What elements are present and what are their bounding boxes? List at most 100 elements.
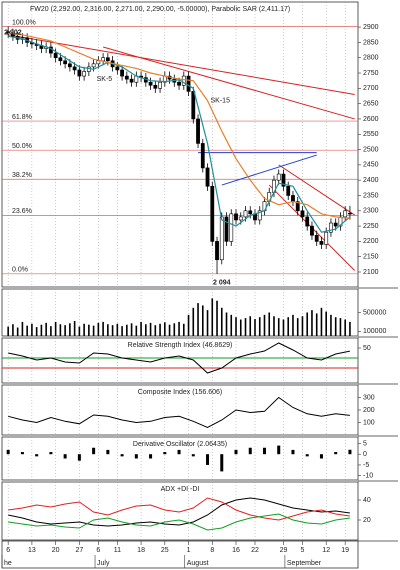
bar xyxy=(339,318,342,336)
candle-body xyxy=(210,185,215,242)
y-tick-label: 2650 xyxy=(363,100,379,107)
y-tick-label: 2100 xyxy=(363,269,379,276)
y-tick-label: 2600 xyxy=(363,116,379,123)
bar xyxy=(83,323,85,336)
y-tick-label: 500000 xyxy=(363,309,386,316)
panel-title: Composite Index (156.606) xyxy=(138,389,222,396)
candle-body xyxy=(348,212,352,215)
bar xyxy=(277,318,280,336)
y-tick-label: 5 xyxy=(363,440,367,447)
candle-body xyxy=(291,195,295,202)
candle-body xyxy=(115,66,120,71)
bar xyxy=(291,449,295,455)
bar xyxy=(187,314,190,336)
candle-body xyxy=(305,216,310,227)
x-tick-label: 25 xyxy=(161,547,169,554)
bar xyxy=(134,454,138,459)
bar xyxy=(325,311,327,336)
bar xyxy=(177,449,181,455)
candle-body xyxy=(158,81,162,89)
bar xyxy=(287,317,290,336)
candle-body xyxy=(196,118,200,144)
candle-body xyxy=(286,185,291,196)
bar xyxy=(7,326,9,336)
y-tick-label: 50 xyxy=(363,345,371,352)
trend-line xyxy=(221,154,317,186)
bar xyxy=(116,323,119,336)
candle-body xyxy=(329,222,333,233)
y-tick-label: 2400 xyxy=(363,177,379,184)
bar xyxy=(182,323,185,336)
y-tick-label: 2250 xyxy=(363,223,379,230)
candle-body xyxy=(257,210,262,221)
candle-body xyxy=(120,69,124,77)
extreme-label: 2 902 xyxy=(4,29,22,36)
candle-body xyxy=(310,225,314,236)
y-tick-label: 2900 xyxy=(363,24,379,31)
month-label: July xyxy=(97,560,110,567)
candle-body xyxy=(295,201,300,212)
x-tick-label: 18 xyxy=(137,547,145,554)
bar xyxy=(163,452,167,455)
bar xyxy=(301,316,304,336)
bar xyxy=(6,449,10,455)
y-tick-label: 0 xyxy=(363,451,367,458)
bar xyxy=(263,314,266,336)
y-tick-label: 2300 xyxy=(363,208,379,215)
indicator-line xyxy=(8,342,351,374)
bar xyxy=(178,321,180,336)
bar xyxy=(130,323,133,336)
panel-frame xyxy=(1,1,359,288)
bar xyxy=(211,298,214,336)
panel-title: Relative Strength Index (46.8629) xyxy=(128,342,233,349)
indicator-line xyxy=(8,497,350,521)
bar xyxy=(106,449,110,455)
candle-body xyxy=(281,173,286,187)
indicator-line xyxy=(8,396,350,429)
candle-body xyxy=(215,241,219,261)
y-tick-label: 2150 xyxy=(363,254,379,261)
y-tick-label: -10 xyxy=(363,473,373,480)
trend-line xyxy=(102,46,355,120)
bar xyxy=(268,312,271,336)
candle-body xyxy=(238,216,243,221)
fib-label: 50.0% xyxy=(12,143,32,150)
candle-body xyxy=(72,66,77,71)
candle-body xyxy=(101,57,106,62)
panel xyxy=(7,385,350,435)
x-tick-label: 27 xyxy=(75,547,83,554)
panel-title: Derivative Oscillator (2.06435) xyxy=(133,441,227,448)
candle-body xyxy=(58,57,63,62)
bar xyxy=(320,307,323,336)
candle-body xyxy=(324,231,329,245)
bar xyxy=(201,305,204,336)
candle-body xyxy=(219,216,224,261)
bar xyxy=(149,454,153,459)
bar xyxy=(191,454,195,457)
bar xyxy=(126,324,128,336)
fib-label: 100.0% xyxy=(12,19,36,26)
panel xyxy=(6,437,352,480)
bar xyxy=(107,324,109,336)
bar xyxy=(35,327,38,336)
bar xyxy=(262,447,266,455)
candle-body xyxy=(243,210,248,218)
bar xyxy=(159,323,161,336)
bar xyxy=(121,326,123,336)
bar xyxy=(277,445,281,455)
bar xyxy=(64,325,66,336)
y-tick-label: 2350 xyxy=(363,192,379,199)
x-tick-label: 16 xyxy=(232,547,240,554)
x-tick-label: 29 xyxy=(280,547,288,554)
candle-body xyxy=(229,213,234,242)
bar xyxy=(244,318,247,336)
fib-label: 0.0% xyxy=(12,267,28,274)
indicator-line xyxy=(8,513,350,531)
series-label: SK-5 xyxy=(97,76,113,83)
y-tick-label: 2800 xyxy=(363,55,379,62)
bar xyxy=(225,312,228,336)
bar xyxy=(69,323,71,336)
candle-body xyxy=(205,167,210,187)
x-tick-label: 8 xyxy=(210,547,214,554)
